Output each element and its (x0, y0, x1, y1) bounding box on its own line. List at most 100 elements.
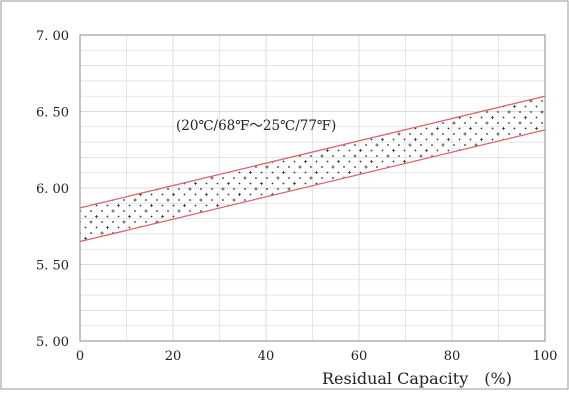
band-dot (398, 276, 400, 278)
band-dot (206, 282, 208, 284)
band-dot (431, 254, 433, 256)
band-dot (497, 111, 499, 113)
band-dot (387, 210, 389, 212)
band-dot (464, 56, 466, 58)
band-dot (283, 84, 285, 86)
band-dot (288, 166, 290, 168)
band-dot (365, 45, 367, 47)
band-dot (371, 315, 373, 317)
band-dot (453, 276, 455, 278)
band-dot (293, 193, 296, 196)
band-dot (211, 56, 213, 58)
band-dot (288, 67, 290, 69)
band-dot (271, 182, 274, 185)
band-dot (294, 304, 296, 306)
band-dot (123, 166, 125, 168)
band-dot (277, 265, 279, 267)
band-dot (404, 84, 406, 86)
band-dot (530, 221, 532, 223)
band-dot (90, 265, 92, 267)
band-dot (95, 226, 98, 229)
band-dot (458, 105, 461, 108)
band-dot (359, 204, 362, 207)
band-dot (442, 166, 444, 168)
band-dot (123, 331, 125, 333)
band-dot (486, 243, 488, 245)
band-dot (491, 226, 494, 229)
band-dot (459, 271, 461, 273)
band-dot (398, 45, 400, 47)
band-dot (140, 40, 142, 42)
band-dot (338, 84, 340, 86)
band-dot (464, 254, 466, 256)
band-dot (85, 293, 87, 295)
band-dot (508, 320, 510, 322)
band-dot (156, 78, 158, 80)
band-dot (486, 265, 488, 267)
band-dot (172, 204, 175, 207)
band-dot (95, 204, 98, 207)
band-dot (404, 304, 406, 306)
band-dot (129, 271, 131, 273)
band-dot (151, 260, 153, 262)
band-dot (255, 166, 257, 168)
band-dot (365, 276, 367, 278)
band-dot (249, 160, 252, 163)
band-dot (530, 144, 532, 146)
band-dot (304, 149, 307, 152)
band-dot (437, 51, 439, 53)
band-dot (442, 155, 444, 157)
band-dot (326, 160, 329, 163)
band-dot (365, 221, 367, 223)
band-dot (436, 149, 439, 152)
band-dot (409, 67, 411, 69)
band-dot (293, 160, 296, 163)
band-dot (238, 182, 241, 185)
band-dot (343, 298, 345, 300)
band-dot (156, 276, 158, 278)
band-dot (283, 51, 285, 53)
band-dot (442, 298, 444, 300)
band-dot (524, 127, 527, 130)
band-dot (260, 171, 263, 174)
band-dot (337, 182, 340, 185)
band-dot (162, 304, 164, 306)
band-dot (195, 337, 197, 339)
band-dot (233, 45, 235, 47)
band-dot (404, 271, 406, 273)
band-dot (382, 62, 384, 64)
band-dot (469, 105, 472, 108)
band-dot (475, 320, 477, 322)
band-dot (282, 226, 285, 229)
band-dot (96, 260, 98, 262)
band-dot (183, 160, 186, 163)
band-dot (425, 105, 428, 108)
band-dot (216, 215, 219, 218)
band-dot (486, 45, 488, 47)
band-dot (337, 149, 340, 152)
band-dot (189, 298, 191, 300)
band-dot (288, 45, 290, 47)
band-dot (277, 56, 279, 58)
band-dot (409, 166, 411, 168)
band-dot (381, 226, 384, 229)
band-dot (101, 78, 103, 80)
band-dot (271, 237, 274, 240)
band-dot (365, 144, 367, 146)
band-dot (316, 84, 318, 86)
band-dot (503, 51, 505, 53)
band-dot (244, 100, 246, 102)
band-dot (448, 293, 450, 295)
band-dot (536, 315, 538, 317)
band-dot (404, 282, 406, 284)
band-dot (354, 199, 356, 201)
band-dot (140, 282, 142, 284)
band-dot (288, 210, 290, 212)
band-dot (228, 40, 230, 42)
band-dot (161, 127, 164, 130)
band-dot (156, 199, 158, 201)
band-dot (398, 210, 400, 212)
band-dot (420, 144, 422, 146)
band-dot (425, 193, 428, 196)
band-dot (96, 62, 98, 64)
